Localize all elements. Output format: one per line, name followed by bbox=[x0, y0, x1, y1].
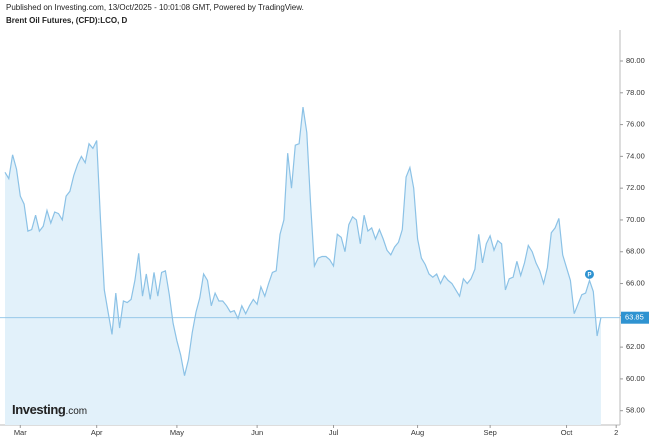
x-tick-label: May bbox=[170, 428, 184, 437]
last-price-box bbox=[621, 311, 649, 324]
x-tick-label: Mar bbox=[14, 428, 27, 437]
watermark: Investing.com bbox=[12, 402, 87, 417]
chart-title: Brent Oil Futures, (CFD):LCO, D bbox=[6, 16, 128, 25]
y-tick-label: 68.00 bbox=[626, 247, 645, 256]
event-marker-label: P bbox=[587, 272, 591, 278]
y-tick-label: 70.00 bbox=[626, 215, 645, 224]
y-tick-label: 58.00 bbox=[626, 406, 645, 415]
event-marker bbox=[584, 269, 594, 279]
y-tick-label: 74.00 bbox=[626, 151, 645, 160]
watermark-brand: Investing bbox=[12, 402, 66, 417]
x-tick-label: Aug bbox=[411, 428, 424, 437]
last-price-label: 63.85 bbox=[625, 313, 644, 322]
y-tick-label: 76.00 bbox=[626, 120, 645, 129]
y-tick-label: 72.00 bbox=[626, 183, 645, 192]
price-line bbox=[4, 107, 602, 376]
y-tick-label: 60.00 bbox=[626, 374, 645, 383]
x-tick-label: 2 bbox=[614, 428, 618, 437]
x-tick-label: Jun bbox=[251, 428, 263, 437]
y-tick-label: 62.00 bbox=[626, 342, 645, 351]
y-tick-label: 80.00 bbox=[626, 56, 645, 65]
published-note: Published on Investing.com, 13/Oct/2025 … bbox=[6, 3, 304, 12]
y-tick-label: 78.00 bbox=[626, 88, 645, 97]
x-tick-label: Jul bbox=[329, 428, 339, 437]
x-tick-label: Apr bbox=[91, 428, 103, 437]
x-tick-label: Sep bbox=[483, 428, 496, 437]
area-fill bbox=[5, 107, 601, 425]
x-tick-label: Oct bbox=[561, 428, 574, 437]
y-tick-label: 66.00 bbox=[626, 279, 645, 288]
watermark-suffix: .com bbox=[65, 406, 87, 417]
